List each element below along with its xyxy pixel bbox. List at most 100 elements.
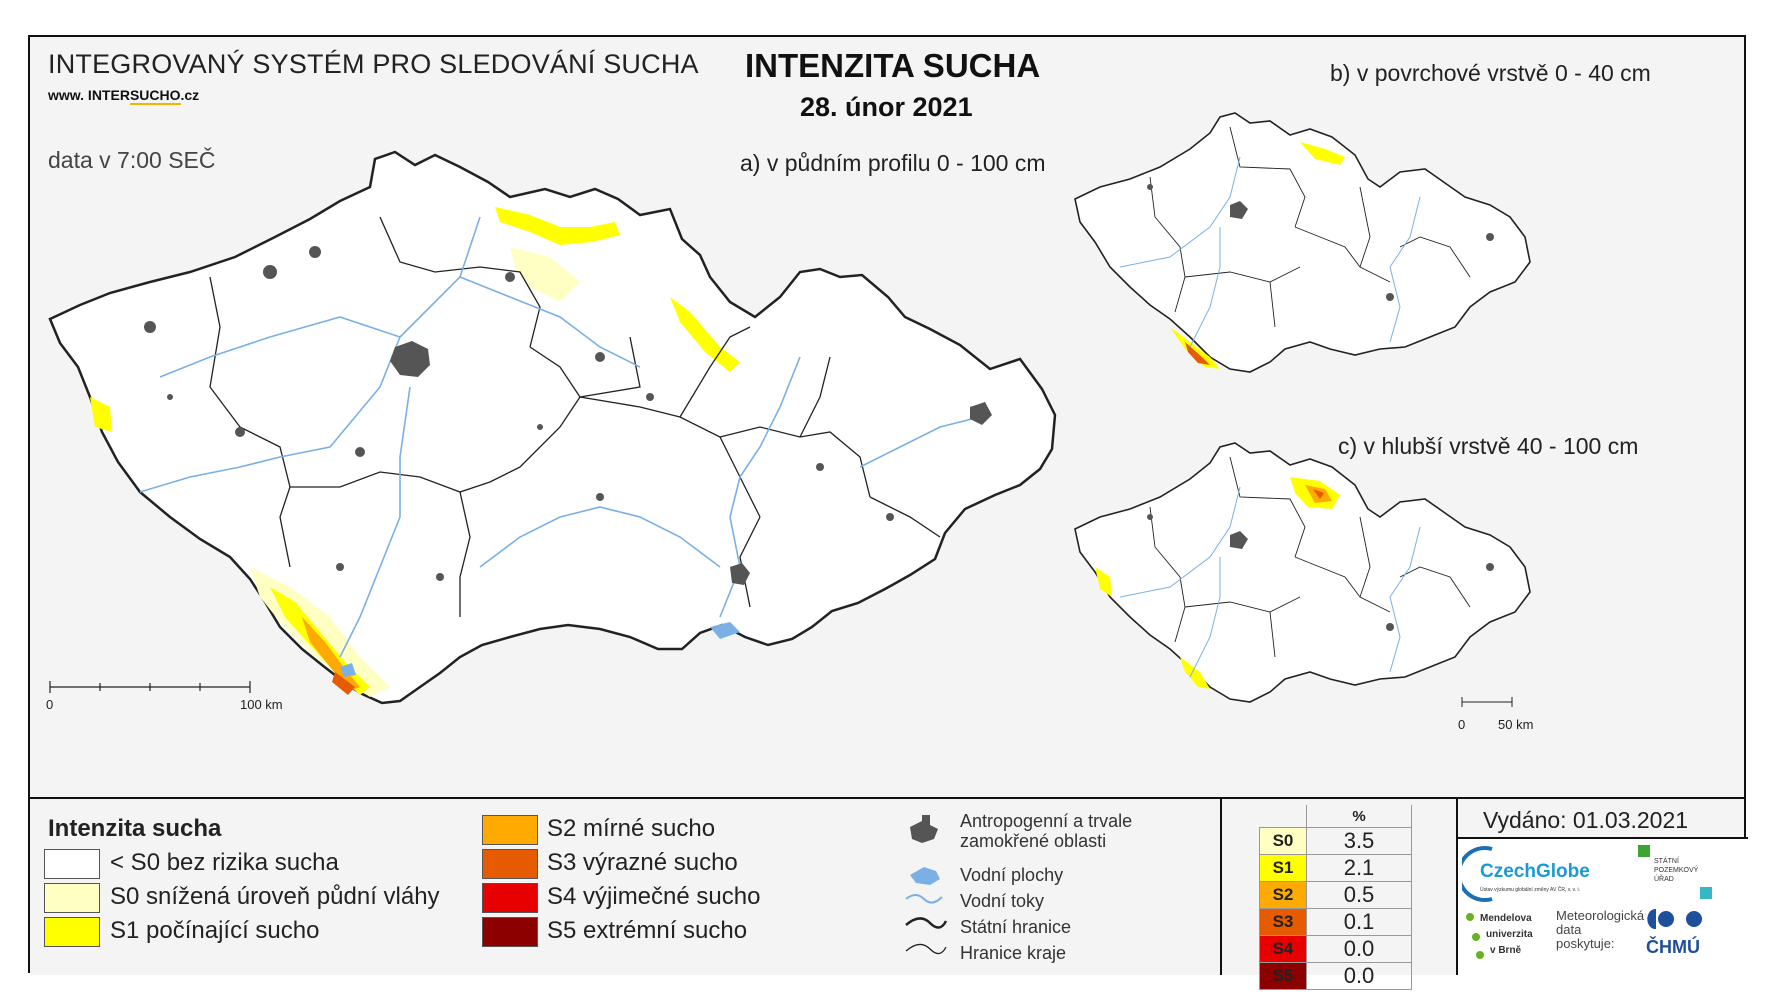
region-borders-b bbox=[1149, 126, 1471, 328]
legend-divider-1 bbox=[1220, 799, 1222, 975]
legend-swatch-none bbox=[44, 849, 100, 879]
legend-symbols bbox=[905, 815, 948, 955]
map-date: 28. únor 2021 bbox=[800, 92, 973, 122]
pct-value-s0: 3.5 bbox=[1306, 827, 1412, 855]
drought-patch-east-s1 bbox=[670, 297, 740, 372]
legend-label-s5: S5 extrémní sucho bbox=[547, 917, 748, 944]
pct-code-s0: S0 bbox=[1259, 827, 1307, 855]
rivers-b bbox=[1119, 156, 1421, 348]
legend-swatch-s4 bbox=[482, 883, 538, 913]
pct-value-s2: 0.5 bbox=[1306, 881, 1412, 909]
pct-code-s2: S2 bbox=[1259, 881, 1307, 909]
drought-patch-b-north bbox=[1300, 142, 1345, 165]
spu-logo[interactable]: STÁTNÍ POZEMKOVÝ ÚŘAD bbox=[1638, 843, 1738, 903]
drought-patch-s3 bbox=[332, 672, 355, 695]
czechglobe-subtitle: Ústav výzkumu globální změny AV ČR, v. v… bbox=[1480, 886, 1580, 893]
legend-label-none: < S0 bez rizika sucha bbox=[110, 849, 339, 876]
legend-swatch-s2 bbox=[482, 815, 538, 845]
system-title: INTEGROVANÝ SYSTÉM PRO SLEDOVÁNÍ SUCHA bbox=[48, 49, 699, 79]
legend-label-s4: S4 výjimečné sucho bbox=[547, 883, 761, 910]
legend-label-s1: S1 počínající sucho bbox=[110, 917, 320, 944]
urban-area-icon bbox=[910, 815, 938, 843]
ostrava-area bbox=[970, 402, 992, 425]
legend-label-s0: S0 snížená úroveň půdní vláhy bbox=[110, 883, 440, 910]
legend-symbol-urban-label: Antropogenní a trvale zamokřené oblasti bbox=[960, 811, 1132, 851]
main-scale-start: 0 bbox=[46, 697, 54, 712]
main-drought-map bbox=[48, 150, 1057, 705]
water-body-icon bbox=[910, 867, 940, 885]
website-link[interactable]: www. INTERSUCHO.cz bbox=[48, 87, 199, 105]
pct-code-s1: S1 bbox=[1259, 854, 1307, 882]
percent-table-header: % bbox=[1306, 805, 1412, 828]
map-c-label: c) v hlubší vrstvě 40 - 100 cm bbox=[1338, 433, 1639, 459]
map-a-label: a) v půdním profilu 0 - 100 cm bbox=[740, 150, 1046, 176]
main-title: INTENZITA SUCHA bbox=[745, 47, 1041, 84]
pct-code-s4: S4 bbox=[1259, 935, 1307, 963]
chmu-name: ČHMÚ bbox=[1646, 936, 1700, 957]
percent-table-corner bbox=[1260, 805, 1307, 828]
mendel-logo[interactable]: Mendelova univerzita v Brně bbox=[1462, 909, 1552, 971]
drought-patch-west-s1 bbox=[90, 397, 112, 432]
meteo-line-1: Meteorologická bbox=[1556, 908, 1645, 923]
legend-swatch-s1 bbox=[44, 917, 100, 947]
region-borders bbox=[209, 216, 941, 617]
pct-code-s5: S5 bbox=[1259, 962, 1307, 990]
map-frame: INTEGROVANÝ SYSTÉM PRO SLEDOVÁNÍ SUCHA w… bbox=[28, 35, 1748, 990]
legend-symbol-urban-text: Antropogenní a trvale zamokřené oblasti bbox=[960, 811, 1133, 851]
country-shape-b bbox=[1074, 112, 1531, 373]
pct-value-s1: 2.1 bbox=[1306, 854, 1412, 882]
river-icon bbox=[905, 894, 943, 904]
issued-divider bbox=[1458, 837, 1748, 839]
pct-code-s3: S3 bbox=[1259, 908, 1307, 936]
meteo-line-3: poskytuje: bbox=[1556, 936, 1615, 951]
logos-panel: CzechGlobe Ústav výzkumu globální změny … bbox=[1458, 839, 1748, 975]
urban-areas bbox=[144, 246, 992, 585]
surface-layer-map bbox=[1074, 112, 1531, 373]
czechglobe-name: CzechGlobe bbox=[1480, 861, 1590, 882]
legend-symbol-region-border-label: Hranice kraje bbox=[960, 943, 1067, 963]
region-borders-c bbox=[1149, 456, 1471, 658]
legend-label-s3: S3 výrazné sucho bbox=[547, 849, 738, 876]
main-scale-bar bbox=[49, 681, 251, 693]
spu-line-3: ÚŘAD bbox=[1654, 874, 1674, 883]
mendel-line-3: v Brně bbox=[1490, 945, 1522, 956]
region-border-icon bbox=[905, 943, 947, 955]
main-scale-end: 100 km bbox=[240, 697, 283, 712]
legend-swatch-s5 bbox=[482, 917, 538, 947]
czechglobe-logo[interactable]: CzechGlobe Ústav výzkumu globální změny … bbox=[1462, 843, 1612, 903]
small-scale-bar bbox=[1461, 697, 1513, 707]
data-time: data v 7:00 SEČ bbox=[48, 147, 216, 173]
website-highlight: SUCHO bbox=[129, 87, 181, 105]
legend-panel: Intenzita sucha < S0 bez rizika sucha S0… bbox=[30, 797, 1748, 990]
water-bodies bbox=[340, 622, 740, 677]
pct-value-s5: 0.0 bbox=[1306, 962, 1412, 990]
mendel-line-1: Mendelova bbox=[1480, 913, 1532, 924]
drought-patch-north-s0 bbox=[510, 247, 580, 302]
drought-patch-c-south bbox=[1180, 657, 1210, 689]
legend-symbol-river-label: Vodní toky bbox=[960, 891, 1045, 911]
chmu-logo[interactable]: ČHMÚ bbox=[1646, 907, 1746, 971]
spu-line-2: POZEMKOVÝ bbox=[1654, 865, 1699, 874]
legend-title: Intenzita sucha bbox=[48, 815, 222, 842]
pct-value-s4: 0.0 bbox=[1306, 935, 1412, 963]
meteo-data-note: Meteorologická data poskytuje: bbox=[1556, 909, 1644, 951]
legend-symbol-state-border-label: Státní hranice bbox=[960, 917, 1072, 937]
deeper-layer-map bbox=[1074, 442, 1531, 707]
legend-label-s2: S2 mírné sucho bbox=[547, 815, 716, 842]
small-scale-start: 0 bbox=[1458, 717, 1466, 732]
legend-symbol-water-label: Vodní plochy bbox=[960, 865, 1064, 885]
spu-line-1: STÁTNÍ bbox=[1654, 856, 1679, 865]
state-border-icon bbox=[905, 917, 948, 929]
country-shape bbox=[48, 150, 1057, 705]
drought-patch-c-west bbox=[1095, 567, 1112, 597]
urban-areas-b bbox=[1147, 184, 1494, 301]
urban-areas-c bbox=[1147, 514, 1494, 631]
brno-area bbox=[730, 563, 750, 585]
mendel-line-2: univerzita bbox=[1486, 929, 1533, 940]
rivers-c bbox=[1119, 486, 1421, 678]
drought-patch-b-s3 bbox=[1185, 342, 1210, 365]
website-prefix: www. INTER bbox=[48, 87, 130, 103]
small-scale-end: 50 km bbox=[1498, 717, 1534, 732]
drought-patch-b-s1 bbox=[1170, 327, 1220, 369]
legend-swatch-s3 bbox=[482, 849, 538, 879]
